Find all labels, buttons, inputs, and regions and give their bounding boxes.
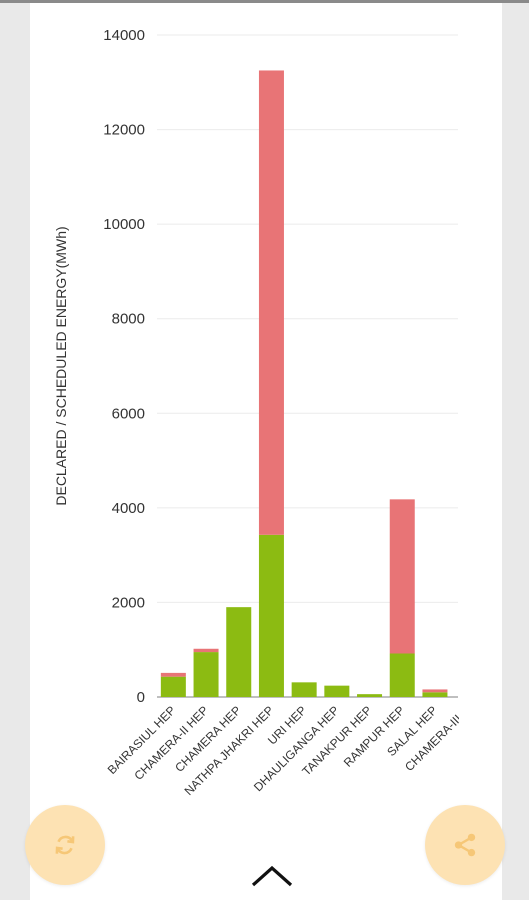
bar-scheduled: [422, 689, 448, 693]
bar-declared: [422, 692, 448, 697]
bar-declared: [160, 676, 186, 697]
bar-declared: [226, 607, 252, 697]
y-tick-label: 2000: [112, 594, 145, 611]
y-axis-label: DECLARED / SCHEDULED ENERGY(MWh): [53, 226, 69, 505]
bar-scheduled: [160, 672, 186, 677]
y-tick-label: 6000: [112, 405, 145, 422]
y-tick-label: 8000: [112, 311, 145, 328]
refresh-icon: [55, 835, 75, 855]
bar-scheduled: [193, 648, 219, 653]
bar-declared: [357, 694, 383, 697]
y-tick-label: 4000: [112, 500, 145, 517]
energy-bar-chart: 0 2000 4000 6000 8000 10000 12000 14000 DECLARED…: [53, 27, 502, 798]
y-tick-label: 14000: [103, 27, 145, 44]
chart-card: 0 2000 4000 6000 8000 10000 12000 14000 DECLARED…: [30, 3, 502, 900]
bar-declared: [324, 685, 350, 697]
x-tick-label: KO: [483, 703, 502, 725]
bar-declared: [193, 652, 219, 697]
refresh-button[interactable]: [25, 805, 105, 885]
bar-scheduled: [389, 499, 415, 654]
bar-scheduled: [258, 70, 284, 535]
status-strip: [0, 0, 529, 3]
y-tick-label: 10000: [103, 216, 145, 233]
share-icon: [454, 833, 476, 857]
bar-declared: [389, 653, 415, 697]
bar-declared: [258, 534, 284, 697]
chevron-up-icon[interactable]: [249, 860, 295, 890]
y-tick-label: 0: [137, 689, 145, 706]
bar-declared: [291, 682, 317, 697]
y-tick-label: 12000: [103, 122, 145, 139]
share-button[interactable]: [425, 805, 505, 885]
